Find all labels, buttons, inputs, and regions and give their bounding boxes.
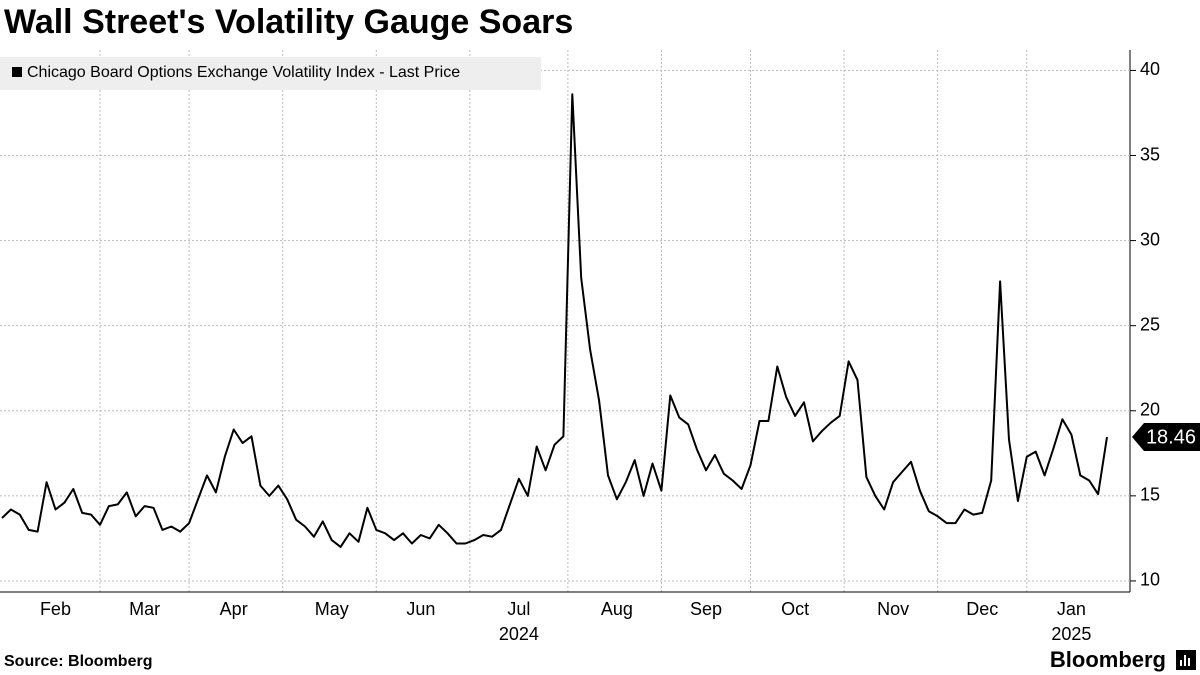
y-tick-label: 20 — [1140, 400, 1160, 420]
legend-label: Chicago Board Options Exchange Volatilit… — [27, 64, 460, 81]
x-tick-label: Jun — [406, 599, 435, 619]
x-tick-label: Apr — [220, 599, 248, 619]
x-tick-label: Jul — [507, 599, 530, 619]
x-year-label: 2025 — [1051, 624, 1091, 644]
legend-box — [0, 57, 541, 90]
logo-icon — [1176, 650, 1196, 670]
x-tick-label: Feb — [40, 599, 71, 619]
last-value-label: 18.46 — [1146, 426, 1196, 448]
x-tick-label: May — [315, 599, 349, 619]
x-tick-label: Mar — [129, 599, 160, 619]
x-tick-label: Nov — [877, 599, 909, 619]
x-tick-label: Dec — [966, 599, 998, 619]
legend-swatch — [12, 67, 22, 77]
x-tick-label: Aug — [601, 599, 633, 619]
y-tick-label: 15 — [1140, 485, 1160, 505]
last-value-flag — [1132, 422, 1200, 451]
x-tick-label: Sep — [690, 599, 722, 619]
y-tick-label: 40 — [1140, 59, 1160, 79]
x-tick-label: Oct — [781, 599, 809, 619]
y-tick-label: 10 — [1140, 570, 1160, 590]
y-tick-label: 30 — [1140, 229, 1160, 249]
series-line — [1, 93, 1108, 548]
x-year-label: 2024 — [499, 624, 539, 644]
legend: Chicago Board Options Exchange Volatilit… — [0, 57, 541, 90]
source: Source: Bloomberg — [4, 653, 152, 670]
chart-title: Wall Street's Volatility Gauge Soars — [4, 3, 573, 41]
y-tick-label: 25 — [1140, 314, 1160, 334]
logo: Bloomberg — [1050, 647, 1166, 672]
y-tick-label: 35 — [1140, 144, 1160, 164]
x-tick-label: Jan — [1057, 599, 1086, 619]
